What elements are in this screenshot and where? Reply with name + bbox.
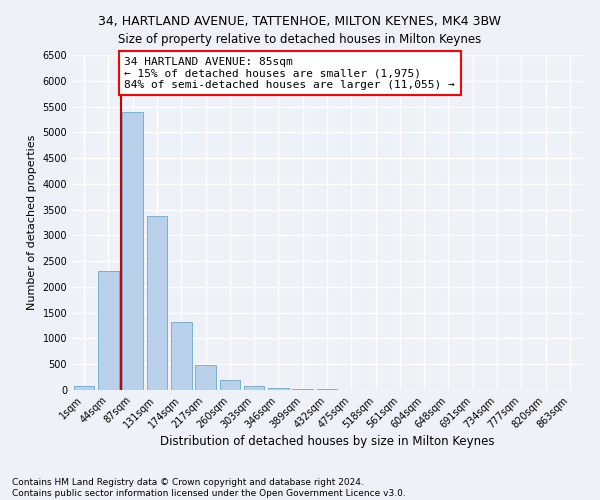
Text: Contains HM Land Registry data © Crown copyright and database right 2024.
Contai: Contains HM Land Registry data © Crown c… (12, 478, 406, 498)
Bar (74, 386, 94, 390)
Bar (268, 388, 289, 390)
Bar (220, 380, 240, 390)
Text: 34 HARTLAND AVENUE: 85sqm
← 15% of detached houses are smaller (1,975)
84% of se: 34 HARTLAND AVENUE: 85sqm ← 15% of detac… (124, 56, 455, 90)
Bar (98, 272, 119, 390)
Bar (146, 216, 167, 390)
X-axis label: Distribution of detached houses by size in Milton Keynes: Distribution of detached houses by size … (160, 436, 494, 448)
Bar (244, 386, 265, 390)
Bar (292, 389, 313, 390)
Bar (195, 366, 216, 390)
Text: 34, HARTLAND AVENUE, TATTENHOE, MILTON KEYNES, MK4 3BW: 34, HARTLAND AVENUE, TATTENHOE, MILTON K… (98, 15, 502, 28)
Y-axis label: Number of detached properties: Number of detached properties (27, 135, 37, 310)
Bar (122, 112, 143, 390)
Text: Size of property relative to detached houses in Milton Keynes: Size of property relative to detached ho… (118, 32, 482, 46)
Bar (171, 322, 191, 390)
